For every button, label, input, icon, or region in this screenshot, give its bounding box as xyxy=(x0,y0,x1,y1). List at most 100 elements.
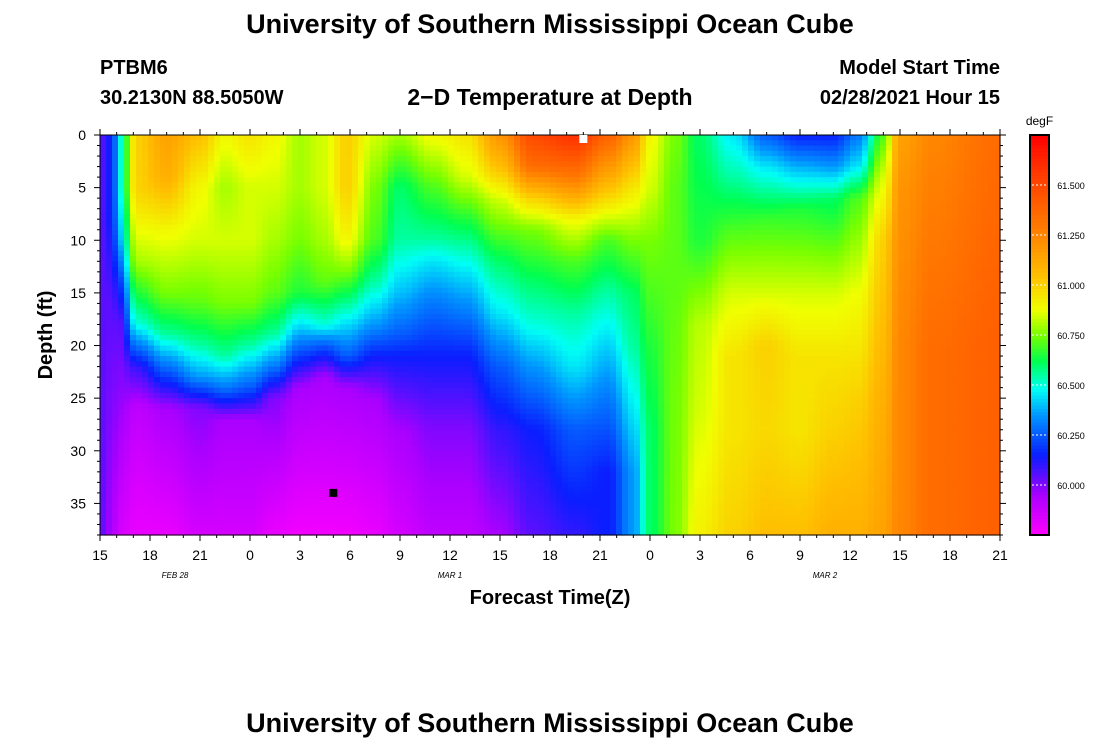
heatmap-cell xyxy=(202,277,209,283)
heatmap-cell xyxy=(118,192,125,199)
heatmap-cell xyxy=(370,424,377,431)
heatmap-cell xyxy=(226,356,233,362)
heatmap-cell xyxy=(166,482,173,489)
heatmap-cell xyxy=(154,498,161,505)
heatmap-cell xyxy=(400,324,407,331)
heatmap-cell xyxy=(166,529,173,536)
heatmap-cell xyxy=(346,287,353,294)
heatmap-cell xyxy=(310,313,317,320)
heatmap-cell xyxy=(166,187,173,194)
heatmap-cell xyxy=(448,413,455,420)
heatmap-cell xyxy=(130,513,137,520)
heatmap-cell xyxy=(412,266,419,273)
heatmap-cell xyxy=(430,524,437,531)
heatmap-cell xyxy=(220,303,227,310)
heatmap-cell xyxy=(460,203,467,210)
heatmap-cell xyxy=(394,403,401,410)
heatmap-cell xyxy=(112,456,119,462)
heatmap-cell xyxy=(208,387,215,394)
heatmap-cell xyxy=(466,366,473,373)
heatmap-cell xyxy=(394,298,401,305)
heatmap-cell xyxy=(166,377,173,383)
heatmap-cell xyxy=(394,224,401,231)
heatmap-cell xyxy=(256,445,263,452)
heatmap-cell xyxy=(388,319,395,326)
heatmap-cell xyxy=(370,287,377,294)
heatmap-cell xyxy=(328,213,335,220)
heatmap-cell xyxy=(478,456,485,462)
heatmap-cell xyxy=(328,156,335,162)
heatmap-cell xyxy=(250,408,257,415)
heatmap-cell xyxy=(154,345,161,352)
heatmap-cell xyxy=(328,366,335,373)
heatmap-cell xyxy=(256,356,263,362)
heatmap-cell xyxy=(220,324,227,331)
heatmap-cell xyxy=(478,387,485,394)
heatmap-cell xyxy=(280,245,287,252)
heatmap-cell xyxy=(196,256,203,262)
heatmap-cell xyxy=(382,366,389,373)
heatmap-cell xyxy=(286,208,293,215)
heatmap-cell xyxy=(148,461,155,468)
heatmap-cell xyxy=(178,287,185,294)
heatmap-cell xyxy=(124,156,131,162)
heatmap-cell xyxy=(130,324,137,331)
heatmap-cell xyxy=(130,361,137,368)
heatmap-cell xyxy=(172,492,179,499)
heatmap-cell xyxy=(490,256,497,262)
heatmap-cell xyxy=(418,408,425,415)
heatmap-cell xyxy=(196,487,203,494)
heatmap-cell xyxy=(226,371,233,378)
heatmap-cell xyxy=(130,192,137,199)
heatmap-cell xyxy=(166,424,173,431)
heatmap-cell xyxy=(106,235,113,241)
heatmap-cell xyxy=(172,466,179,473)
heatmap-cell xyxy=(382,213,389,220)
heatmap-cell xyxy=(286,356,293,362)
heatmap-cell xyxy=(382,377,389,383)
heatmap-cell xyxy=(484,235,491,241)
heatmap-cell xyxy=(376,240,383,247)
heatmap-cell xyxy=(454,371,461,378)
heatmap-cell xyxy=(364,224,371,231)
heatmap-cell xyxy=(346,203,353,210)
heatmap-cell xyxy=(226,477,233,483)
heatmap-cell xyxy=(304,203,311,210)
heatmap-cell xyxy=(490,424,497,431)
heatmap-cell xyxy=(154,392,161,399)
heatmap-cell xyxy=(106,513,113,520)
heatmap-cell xyxy=(190,282,197,289)
heatmap-cell xyxy=(214,408,221,415)
heatmap-cell xyxy=(424,435,431,441)
heatmap-cell xyxy=(484,319,491,326)
heatmap-cell xyxy=(100,408,107,415)
heatmap-cell xyxy=(106,224,113,231)
heatmap-cell xyxy=(202,487,209,494)
heatmap-cell xyxy=(376,450,383,457)
heatmap-cell xyxy=(118,435,125,441)
heatmap-cell xyxy=(430,340,437,347)
heatmap-cell xyxy=(358,313,365,320)
heatmap-cell xyxy=(322,198,329,205)
heatmap-cell xyxy=(370,224,377,231)
heatmap-cell xyxy=(208,271,215,278)
heatmap-cell xyxy=(256,450,263,457)
heatmap-cell xyxy=(250,445,257,452)
heatmap-cell xyxy=(472,282,479,289)
heatmap-cell xyxy=(148,145,155,152)
heatmap-cell xyxy=(478,371,485,378)
heatmap-cell xyxy=(238,513,245,520)
heatmap-cell xyxy=(100,313,107,320)
heatmap-cell xyxy=(202,435,209,441)
heatmap-cell xyxy=(184,461,191,468)
heatmap-cell xyxy=(442,498,449,505)
heatmap-cell xyxy=(172,450,179,457)
heatmap-cell xyxy=(172,277,179,283)
heatmap-cell xyxy=(370,492,377,499)
heatmap-cell xyxy=(268,456,275,462)
heatmap-cell xyxy=(346,298,353,305)
heatmap-cell xyxy=(136,271,143,278)
heatmap-cell xyxy=(340,435,347,441)
heatmap-cell xyxy=(304,356,311,362)
heatmap-cell xyxy=(100,466,107,473)
